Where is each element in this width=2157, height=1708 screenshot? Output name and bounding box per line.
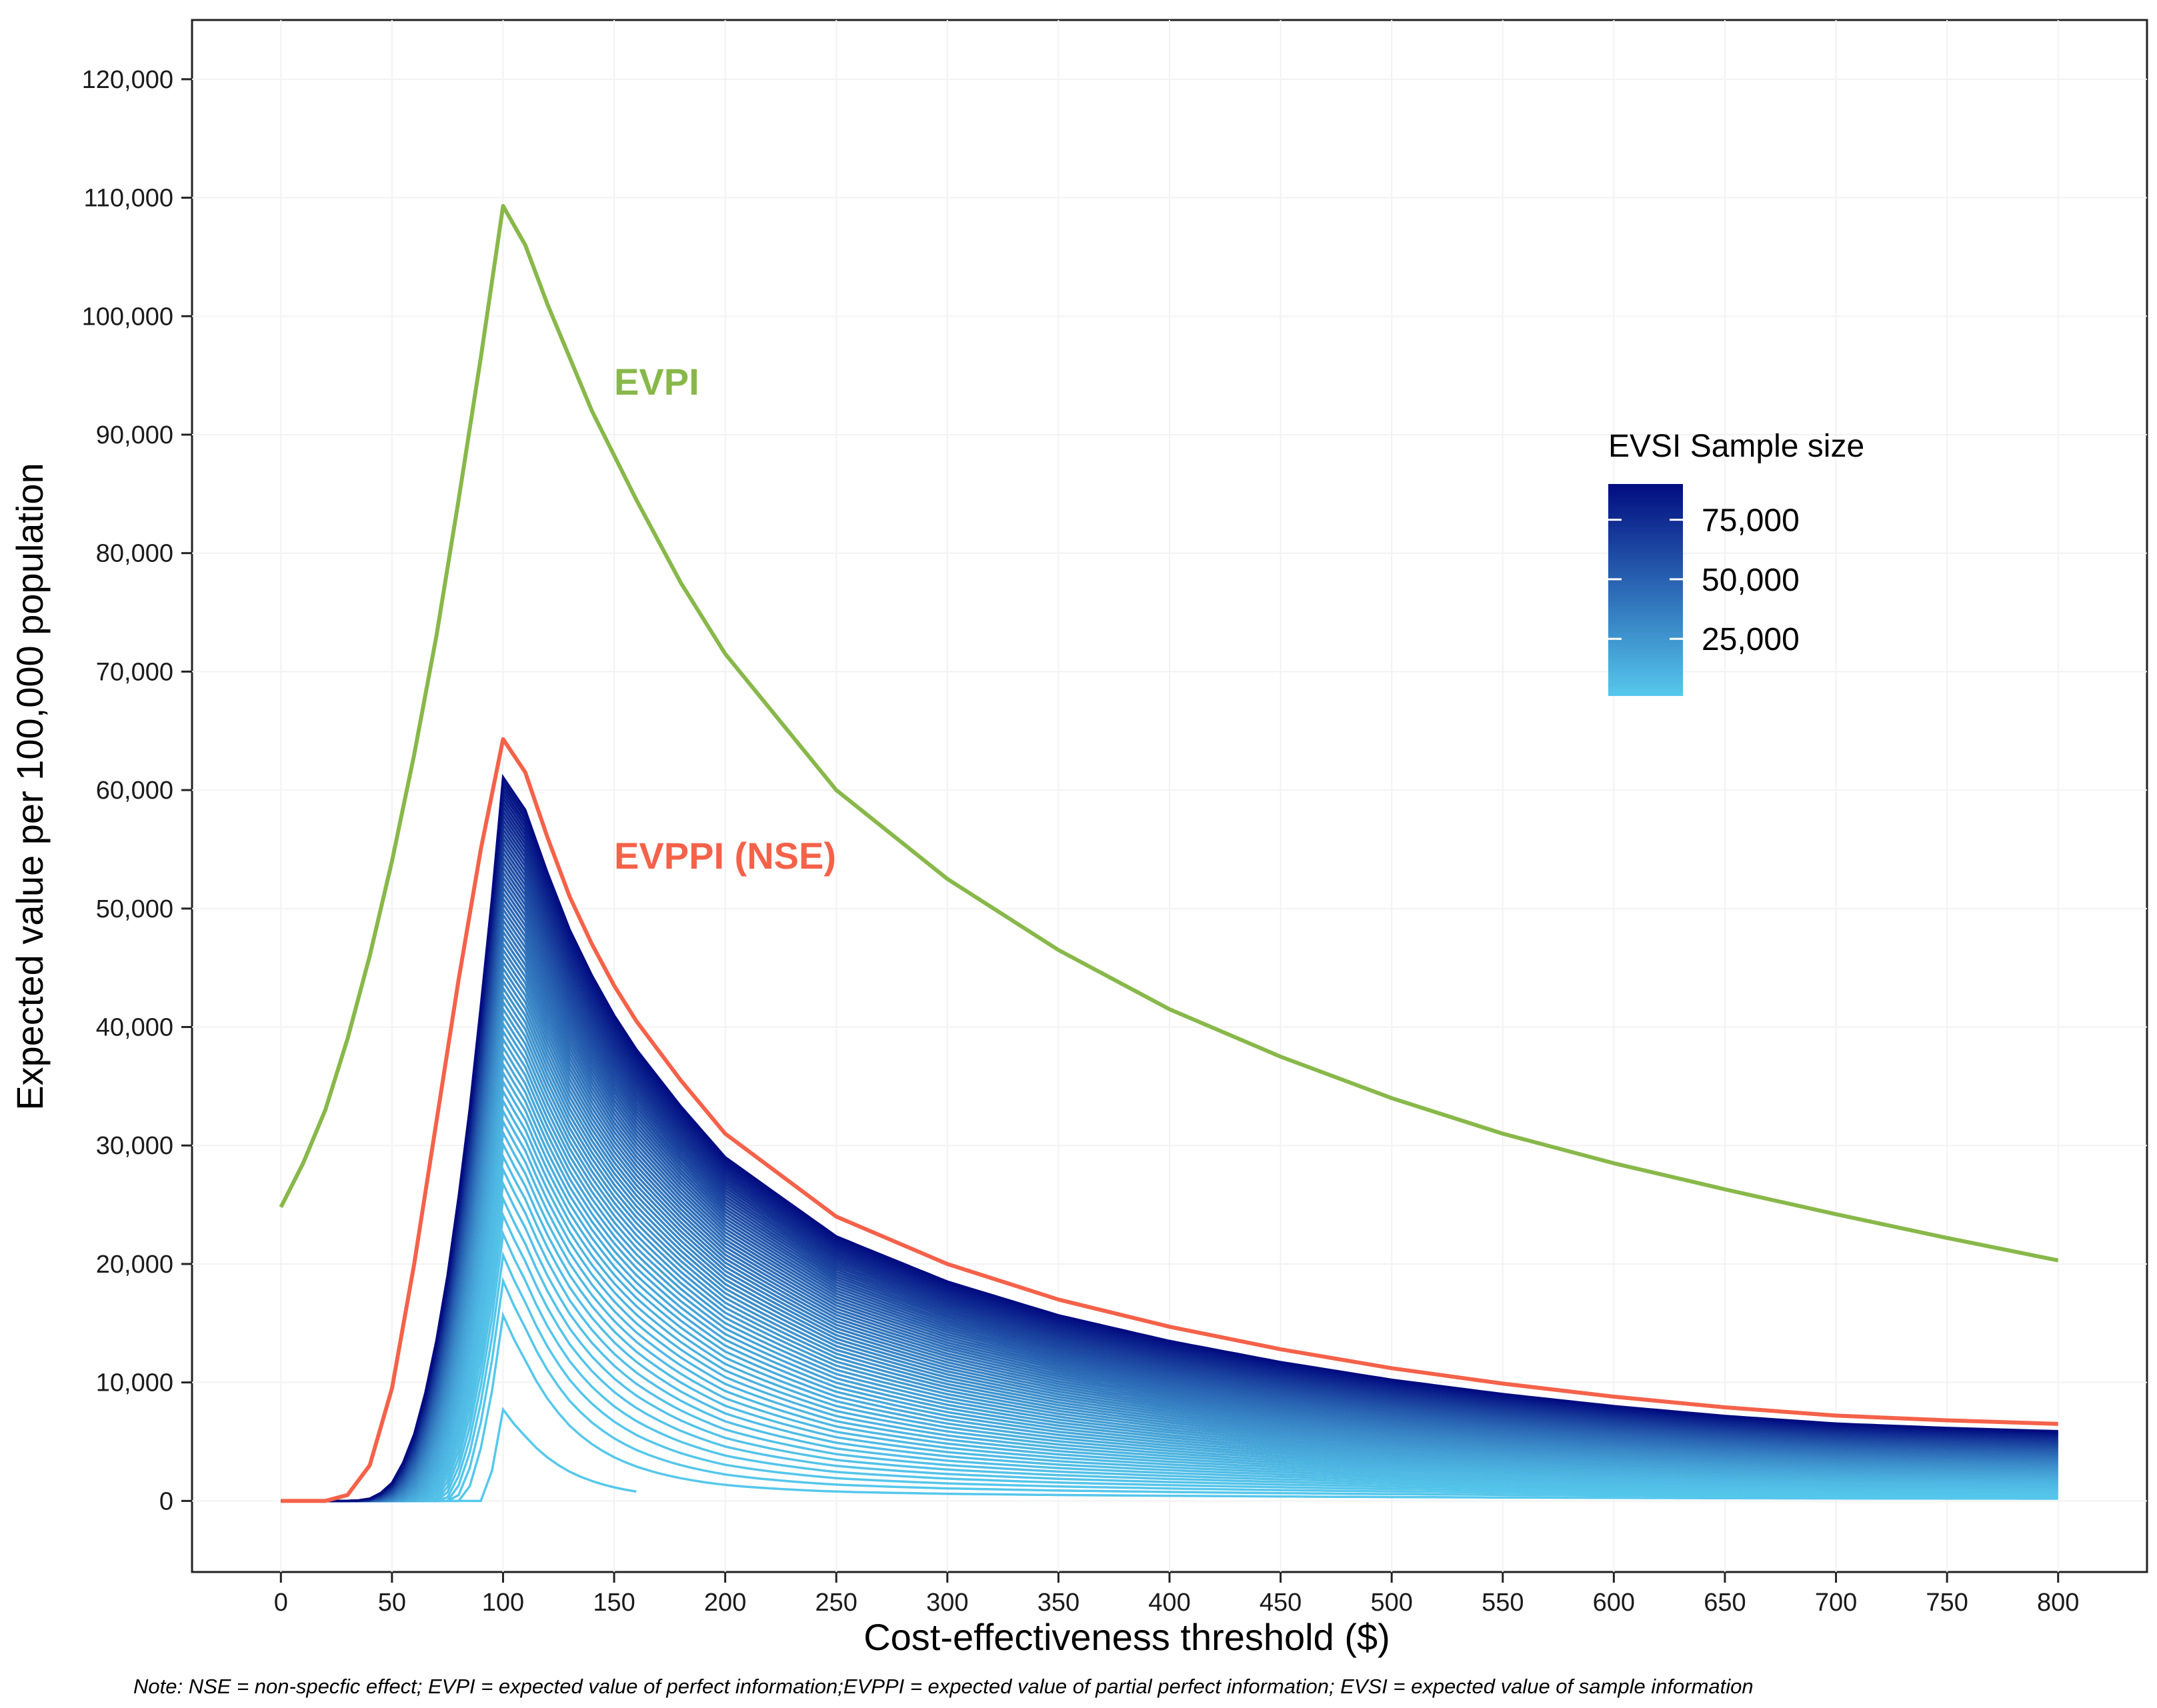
- annotation-evpi: EVPI: [614, 361, 699, 403]
- evsi-line: [281, 991, 2058, 1503]
- evsi-line: [281, 952, 2058, 1503]
- evsi-line: [281, 1060, 2058, 1503]
- legend-label-75000: 75,000: [1702, 503, 1800, 539]
- evsi-line: [281, 998, 2058, 1503]
- main-series: [279, 204, 2059, 1503]
- y-tick-label: 110,000: [83, 185, 173, 213]
- evsi-line: [281, 1097, 2058, 1503]
- x-tick-label: 800: [2037, 1589, 2079, 1617]
- legend-title: EVSI Sample size: [1608, 429, 1864, 464]
- evsi-line: [281, 1107, 2058, 1503]
- evsi-lines: [281, 773, 2058, 1503]
- x-axis-title: Cost-effectiveness threshold ($): [863, 1616, 1390, 1658]
- evpi-line: [279, 204, 2059, 1263]
- y-tick-label: 120,000: [82, 66, 173, 94]
- evsi-line: [281, 1043, 2058, 1503]
- x-tick-label: 150: [593, 1589, 635, 1617]
- evsi-line: [281, 1005, 2058, 1503]
- x-tick-label: 700: [1815, 1589, 1857, 1617]
- x-tick-label: 600: [1593, 1589, 1635, 1617]
- evsi-line: [281, 1211, 2058, 1503]
- evsi-line: [281, 1069, 2058, 1503]
- x-tick-label: 750: [1926, 1589, 1968, 1617]
- evsi-line: [281, 1179, 2058, 1503]
- footnote: Note: NSE = non-specfic effect; EVPI = e…: [133, 1675, 1754, 1698]
- legend: EVSI Sample size 75,000 50,000 25,000: [1608, 429, 1864, 696]
- evsi-line: [281, 1087, 2058, 1503]
- x-tick-label: 450: [1260, 1589, 1302, 1617]
- x-tick-label: 400: [1148, 1589, 1190, 1617]
- evsi-line: [281, 1020, 2058, 1503]
- y-tick-label: 60,000: [96, 777, 173, 805]
- x-tick-label: 350: [1037, 1589, 1080, 1617]
- y-tick-label: 100,000: [82, 303, 173, 331]
- legend-label-50000: 50,000: [1702, 563, 1800, 598]
- y-tick-label: 80,000: [96, 540, 173, 568]
- evsi-line: [281, 1027, 2058, 1503]
- legend-ticks: [1608, 519, 1683, 640]
- y-tick-label: 50,000: [96, 895, 173, 923]
- x-tick-label: 100: [482, 1589, 524, 1617]
- y-tick-label: 40,000: [96, 1014, 173, 1042]
- evsi-line: [281, 1229, 2058, 1503]
- x-tick-label: 650: [1704, 1589, 1746, 1617]
- evsi-line: [281, 1052, 2058, 1503]
- y-axis: 0 10,000 20,000 30,000 40,000 50,000 60,000 70,…: [82, 66, 192, 1515]
- gridlines: [192, 20, 2147, 1572]
- x-tick-label: 200: [704, 1589, 746, 1617]
- y-tick-label: 20,000: [96, 1251, 173, 1279]
- x-tick-label: 250: [815, 1589, 857, 1617]
- evppi-line: [281, 737, 2058, 1503]
- y-tick-label: 70,000: [96, 658, 173, 686]
- evsi-line: [281, 1165, 2058, 1503]
- x-tick-label: 300: [926, 1589, 968, 1617]
- evsi-line: [281, 1078, 2058, 1503]
- evsi-line: [281, 1195, 2058, 1503]
- evsi-line: [281, 971, 2058, 1503]
- y-tick-label: 90,000: [96, 421, 173, 449]
- evsi-line: [281, 1035, 2058, 1503]
- evsi-line: [281, 1153, 2058, 1503]
- evsi-line: [281, 1117, 2058, 1503]
- x-axis: 0 50 100 150 200 250 300 350 400 450 500 550 600 650 7…: [274, 1572, 2079, 1617]
- x-tick-label: 50: [378, 1589, 406, 1617]
- evsi-line: [281, 1277, 2058, 1503]
- y-axis-title: Expected value per 100,000 population: [9, 463, 51, 1110]
- evsi-line: [281, 1140, 2058, 1503]
- evsi-line: [281, 1311, 2058, 1503]
- x-tick-label: 550: [1482, 1589, 1524, 1617]
- evsi-line: [281, 773, 2058, 1503]
- evsi-line: [281, 1013, 2058, 1503]
- evsi-line: [281, 1129, 2058, 1503]
- legend-label-25000: 25,000: [1702, 622, 1800, 657]
- y-tick-label: 10,000: [96, 1369, 173, 1397]
- y-tick-label: 0: [159, 1487, 173, 1515]
- evsi-line: [281, 985, 2058, 1503]
- evsi-line: [281, 1251, 2058, 1503]
- legend-colorbar: [1608, 484, 1683, 696]
- y-tick-label: 30,000: [96, 1132, 173, 1160]
- x-tick-label: 500: [1370, 1589, 1412, 1617]
- annotation-evppi: EVPPI (NSE): [614, 835, 836, 877]
- x-tick-label: 0: [274, 1589, 288, 1617]
